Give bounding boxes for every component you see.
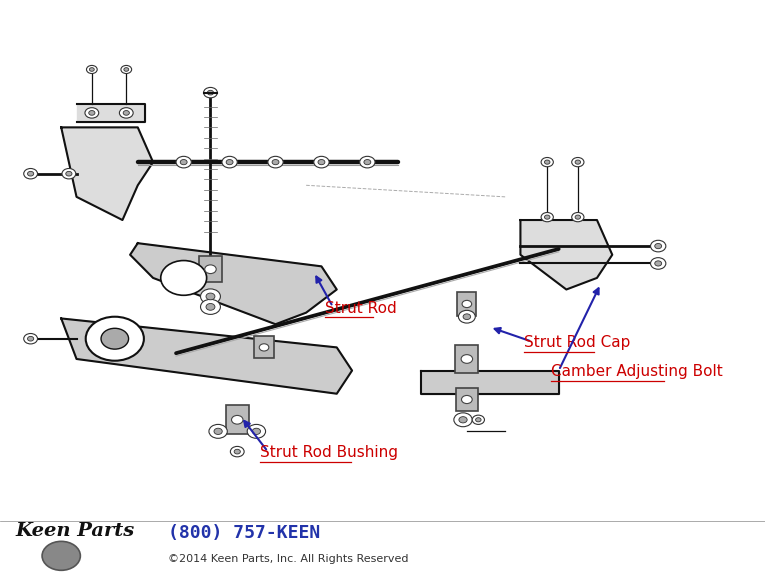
Circle shape xyxy=(207,90,213,95)
Circle shape xyxy=(180,160,187,165)
Text: Strut Rod: Strut Rod xyxy=(325,301,397,316)
Circle shape xyxy=(458,310,475,323)
Circle shape xyxy=(454,413,472,427)
Circle shape xyxy=(200,299,220,314)
Circle shape xyxy=(205,265,216,273)
Circle shape xyxy=(230,446,244,457)
Text: Strut Rod Cap: Strut Rod Cap xyxy=(524,335,631,350)
Text: Camber Adjusting Bolt: Camber Adjusting Bolt xyxy=(551,364,723,379)
Circle shape xyxy=(121,65,132,74)
Circle shape xyxy=(364,160,371,165)
Polygon shape xyxy=(521,220,612,290)
Circle shape xyxy=(24,168,38,179)
Circle shape xyxy=(89,111,95,115)
Circle shape xyxy=(85,317,144,361)
Circle shape xyxy=(472,415,484,424)
Circle shape xyxy=(268,156,283,168)
Circle shape xyxy=(253,428,260,434)
Polygon shape xyxy=(76,104,146,122)
Circle shape xyxy=(462,301,472,307)
Text: (800) 757-KEEN: (800) 757-KEEN xyxy=(169,525,320,543)
Circle shape xyxy=(272,160,279,165)
Text: Strut Rod Bushing: Strut Rod Bushing xyxy=(260,445,398,460)
Circle shape xyxy=(318,160,325,165)
Circle shape xyxy=(206,293,215,300)
Circle shape xyxy=(463,314,470,320)
Circle shape xyxy=(62,168,75,179)
Circle shape xyxy=(571,212,584,222)
Circle shape xyxy=(314,156,329,168)
Circle shape xyxy=(360,156,375,168)
Bar xyxy=(199,256,222,283)
Circle shape xyxy=(101,328,129,349)
Text: Keen Parts: Keen Parts xyxy=(15,522,135,540)
Bar xyxy=(455,345,478,373)
Circle shape xyxy=(123,111,129,115)
Circle shape xyxy=(476,417,481,422)
Circle shape xyxy=(206,303,215,310)
Circle shape xyxy=(28,336,34,341)
Circle shape xyxy=(214,428,223,434)
Circle shape xyxy=(86,65,97,74)
Circle shape xyxy=(222,156,237,168)
Circle shape xyxy=(541,157,554,167)
Circle shape xyxy=(65,171,72,176)
Circle shape xyxy=(89,68,94,71)
Circle shape xyxy=(259,344,269,351)
Text: ©2014 Keen Parts, Inc. All Rights Reserved: ©2014 Keen Parts, Inc. All Rights Reserv… xyxy=(169,554,409,563)
Circle shape xyxy=(461,395,472,404)
Bar xyxy=(456,388,477,411)
Circle shape xyxy=(544,215,550,219)
Circle shape xyxy=(571,157,584,167)
Circle shape xyxy=(119,108,133,118)
Polygon shape xyxy=(62,127,153,220)
Circle shape xyxy=(200,289,220,304)
Circle shape xyxy=(161,261,206,295)
Circle shape xyxy=(654,261,661,266)
Bar xyxy=(254,336,273,358)
Circle shape xyxy=(541,212,554,222)
Circle shape xyxy=(247,424,266,438)
Circle shape xyxy=(232,416,243,424)
Polygon shape xyxy=(62,318,352,394)
Circle shape xyxy=(575,215,581,219)
Polygon shape xyxy=(421,371,559,394)
Circle shape xyxy=(651,258,666,269)
Circle shape xyxy=(42,541,80,570)
Circle shape xyxy=(461,354,473,364)
Circle shape xyxy=(176,156,191,168)
Bar xyxy=(457,292,477,316)
Circle shape xyxy=(234,449,240,454)
Circle shape xyxy=(24,334,38,344)
Polygon shape xyxy=(130,243,336,324)
Circle shape xyxy=(544,160,550,164)
Bar xyxy=(226,405,249,434)
Circle shape xyxy=(124,68,129,71)
Circle shape xyxy=(651,240,666,252)
Circle shape xyxy=(459,417,467,423)
Circle shape xyxy=(226,160,233,165)
Circle shape xyxy=(203,87,217,98)
Circle shape xyxy=(85,108,99,118)
Circle shape xyxy=(28,171,34,176)
Circle shape xyxy=(575,160,581,164)
Circle shape xyxy=(209,424,227,438)
Circle shape xyxy=(654,244,661,249)
